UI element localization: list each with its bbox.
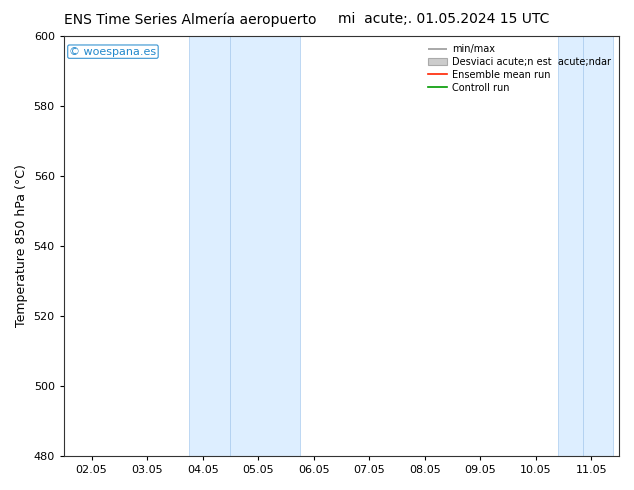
Bar (230, 36, 300, 456)
Bar (583, 36, 614, 456)
Bar (558, 36, 583, 456)
Y-axis label: Temperature 850 hPa (°C): Temperature 850 hPa (°C) (15, 165, 28, 327)
Legend: min/max, Desviaci acute;n est  acute;ndar, Ensemble mean run, Controll run: min/max, Desviaci acute;n est acute;ndar… (425, 41, 614, 96)
Bar (189, 36, 230, 456)
Text: © woespana.es: © woespana.es (69, 47, 157, 57)
Text: ENS Time Series Almería aeropuerto: ENS Time Series Almería aeropuerto (64, 12, 316, 27)
Text: mi  acute;. 01.05.2024 15 UTC: mi acute;. 01.05.2024 15 UTC (338, 12, 550, 26)
